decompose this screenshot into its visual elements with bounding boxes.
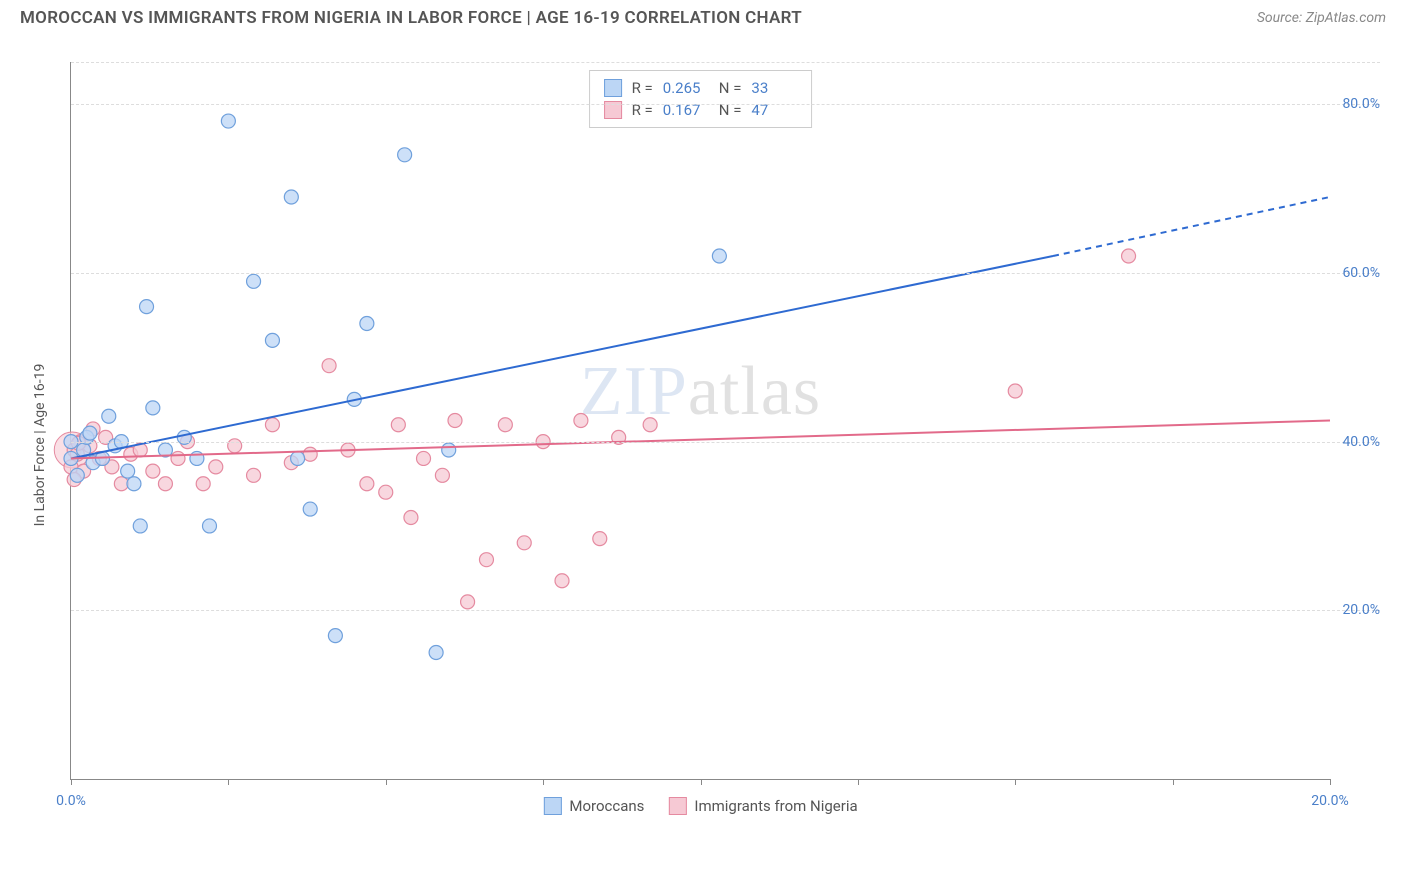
scatter-point bbox=[70, 468, 84, 482]
scatter-point bbox=[158, 477, 172, 491]
scatter-point bbox=[442, 443, 456, 457]
scatter-point bbox=[404, 511, 418, 525]
plot-area: ZIPatlas R = 0.265 N = 33 R = 0.167 N = … bbox=[70, 62, 1330, 780]
scatter-point bbox=[712, 249, 726, 263]
legend: Moroccans Immigrants from Nigeria bbox=[543, 797, 857, 815]
scatter-point bbox=[593, 532, 607, 546]
scatter-point bbox=[265, 418, 279, 432]
scatter-point bbox=[1122, 249, 1136, 263]
scatter-point bbox=[140, 300, 154, 314]
y-tick-label: 80.0% bbox=[1332, 96, 1380, 112]
legend-swatch-0 bbox=[543, 797, 561, 815]
scatter-point bbox=[379, 485, 393, 499]
stats-swatch-0 bbox=[604, 79, 622, 97]
scatter-point bbox=[448, 414, 462, 428]
scatter-point bbox=[461, 595, 475, 609]
stats-row-1: R = 0.167 N = 47 bbox=[604, 99, 798, 121]
legend-label-1: Immigrants from Nigeria bbox=[694, 797, 857, 815]
scatter-point bbox=[202, 519, 216, 533]
scatter-point bbox=[83, 426, 97, 440]
scatter-point bbox=[643, 418, 657, 432]
x-tick-label: 20.0% bbox=[1311, 793, 1349, 809]
scatter-point bbox=[398, 148, 412, 162]
scatter-point bbox=[284, 190, 298, 204]
scatter-point bbox=[146, 401, 160, 415]
scatter-point bbox=[127, 477, 141, 491]
scatter-point bbox=[1008, 384, 1022, 398]
legend-swatch-1 bbox=[668, 797, 686, 815]
chart-svg bbox=[71, 62, 1330, 779]
scatter-point bbox=[291, 451, 305, 465]
scatter-point bbox=[360, 477, 374, 491]
chart-container: In Labor Force | Age 16-19 ZIPatlas R = … bbox=[50, 50, 1390, 840]
scatter-point bbox=[121, 464, 135, 478]
scatter-point bbox=[303, 447, 317, 461]
scatter-point bbox=[247, 274, 261, 288]
scatter-point bbox=[171, 451, 185, 465]
scatter-point bbox=[221, 114, 235, 128]
scatter-point bbox=[328, 629, 342, 643]
trend-line bbox=[71, 256, 1053, 458]
y-tick-label: 60.0% bbox=[1332, 265, 1380, 281]
scatter-point bbox=[303, 502, 317, 516]
stats-box: R = 0.265 N = 33 R = 0.167 N = 47 bbox=[589, 70, 813, 128]
scatter-point bbox=[574, 414, 588, 428]
chart-header: MOROCCAN VS IMMIGRANTS FROM NIGERIA IN L… bbox=[0, 0, 1406, 32]
y-tick-label: 40.0% bbox=[1332, 434, 1380, 450]
scatter-point bbox=[498, 418, 512, 432]
scatter-point bbox=[429, 645, 443, 659]
legend-item-1: Immigrants from Nigeria bbox=[668, 797, 857, 815]
y-tick-label: 20.0% bbox=[1332, 602, 1380, 618]
scatter-point bbox=[435, 468, 449, 482]
legend-item-0: Moroccans bbox=[543, 797, 644, 815]
legend-label-0: Moroccans bbox=[569, 797, 644, 815]
scatter-point bbox=[133, 519, 147, 533]
source-attribution: Source: ZipAtlas.com bbox=[1257, 10, 1386, 26]
chart-title: MOROCCAN VS IMMIGRANTS FROM NIGERIA IN L… bbox=[20, 8, 802, 28]
scatter-point bbox=[322, 359, 336, 373]
trend-line bbox=[71, 421, 1330, 459]
scatter-point bbox=[479, 553, 493, 567]
scatter-point bbox=[114, 477, 128, 491]
scatter-point bbox=[517, 536, 531, 550]
scatter-point bbox=[247, 468, 261, 482]
scatter-point bbox=[360, 316, 374, 330]
scatter-point bbox=[102, 409, 116, 423]
stats-row-0: R = 0.265 N = 33 bbox=[604, 77, 798, 99]
scatter-point bbox=[417, 451, 431, 465]
scatter-point bbox=[555, 574, 569, 588]
y-axis-label: In Labor Force | Age 16-19 bbox=[32, 364, 48, 527]
scatter-point bbox=[209, 460, 223, 474]
scatter-point bbox=[265, 333, 279, 347]
x-tick-label: 0.0% bbox=[56, 793, 86, 809]
scatter-point bbox=[146, 464, 160, 478]
scatter-point bbox=[196, 477, 210, 491]
scatter-point bbox=[391, 418, 405, 432]
trend-line-extrapolated bbox=[1053, 197, 1330, 256]
